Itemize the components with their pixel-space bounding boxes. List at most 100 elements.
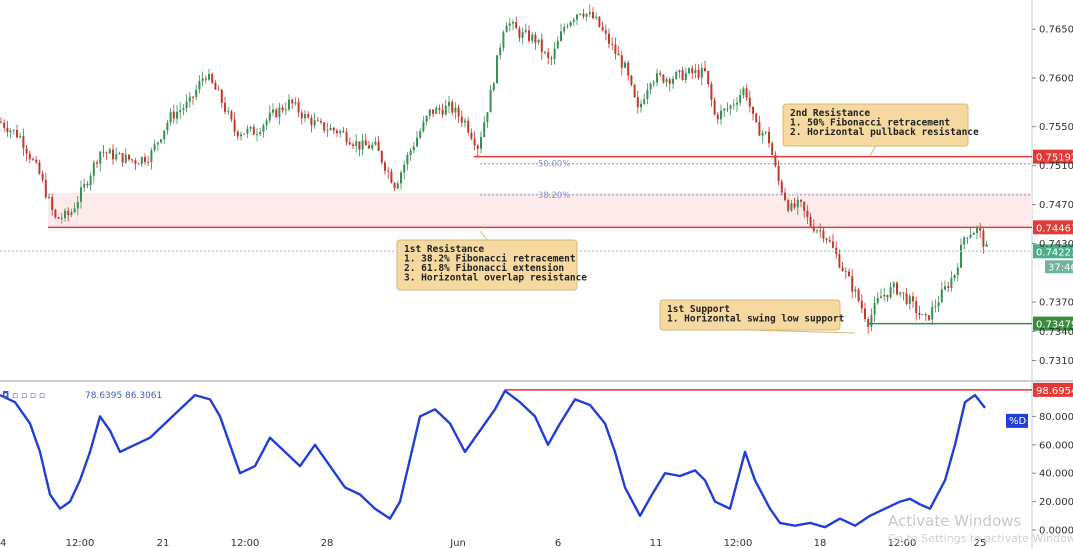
shaded-zone-layer [48, 192, 1032, 228]
candle-body [198, 81, 201, 90]
candle-body [681, 70, 684, 80]
candle-body [265, 120, 268, 126]
candle-body [710, 84, 713, 101]
callout-line: 1. 38.2% Fibonacci retracement [404, 254, 576, 265]
candle-body [0, 121, 2, 123]
candle-body [848, 271, 850, 277]
callout-line: 1st Support [667, 304, 730, 315]
candle-body [985, 244, 988, 247]
candle-body [659, 73, 662, 75]
candle-body [249, 126, 252, 129]
candle-body [601, 26, 604, 31]
candle-body [25, 148, 28, 154]
candle-body [281, 107, 284, 111]
candle-body [726, 108, 729, 110]
candle-body [48, 197, 50, 199]
candle-body [873, 303, 876, 315]
candle-body [336, 130, 338, 134]
candle-body [166, 122, 169, 131]
candle-body [473, 138, 476, 146]
candle-body [67, 210, 70, 215]
candle-body [396, 183, 399, 189]
candle-body [342, 130, 345, 133]
candle-body [35, 159, 38, 163]
candle-body [368, 145, 370, 149]
candle-body [496, 55, 498, 84]
candle-body [374, 141, 377, 145]
callout-pointer [479, 230, 488, 241]
candle-body [707, 71, 710, 85]
candle-body [121, 153, 124, 163]
candle-body [700, 68, 703, 78]
fibonacci-layer: 50.00% 38.20% [480, 160, 1032, 201]
candle-body [19, 136, 22, 138]
callout-line: 3. Horizontal overlap resistance [404, 273, 587, 284]
candle-body [352, 144, 354, 146]
candle-body [128, 154, 130, 160]
candle-body [819, 230, 822, 232]
candle-body [86, 183, 89, 186]
candle-body [585, 13, 588, 17]
candle-body [668, 79, 671, 84]
candle-body [617, 53, 620, 56]
current-price-box [1033, 244, 1073, 259]
candle-body [531, 34, 534, 41]
candle-body [576, 14, 578, 20]
candle-body [604, 30, 607, 34]
candle-body [793, 203, 796, 208]
candle-body [54, 209, 57, 218]
fib-level-label: 50.00% [538, 160, 570, 170]
candle-body [825, 238, 828, 240]
candle-body [937, 302, 940, 307]
candle-body [278, 107, 281, 118]
candle-body [572, 19, 575, 22]
candle-body [489, 90, 492, 113]
candle-body [592, 12, 594, 19]
oscillator-icons[interactable]: ◘ ▫ ▫ ▫ ▫ [2, 391, 45, 401]
time-axis-label: 11 [650, 538, 663, 548]
candle-body [70, 212, 73, 215]
candle-body [755, 113, 758, 123]
candle-body [483, 122, 486, 138]
candle-body [499, 47, 502, 56]
activate-windows-title: Activate Windows [888, 512, 1021, 530]
candle-body [566, 26, 569, 27]
candle-body [22, 136, 25, 149]
candle-body [742, 88, 745, 96]
candle-body [966, 237, 969, 239]
candle-body [556, 40, 559, 49]
candle-body [268, 112, 271, 121]
current-price-label: 0.74221 [1036, 247, 1073, 258]
candle-body [950, 278, 953, 288]
candle-body [300, 112, 303, 119]
candle-body [588, 12, 591, 14]
candle-body [787, 200, 790, 211]
candle-body [256, 133, 258, 135]
candle-body [105, 152, 108, 154]
candle-body [208, 73, 210, 80]
candle-body [982, 230, 985, 247]
candle-body [512, 22, 514, 24]
time-axis-label: 12:00 [66, 538, 95, 548]
candle-body [304, 114, 306, 119]
candle-body [860, 300, 863, 309]
time-axis-label: 6 [555, 538, 561, 548]
candle-body [179, 109, 182, 112]
candle-body [323, 122, 326, 131]
candle-body [83, 183, 86, 188]
candle-body [185, 101, 188, 109]
candle-body [16, 130, 18, 138]
callout-line: 1. 50% Fibonacci retracement [790, 118, 950, 129]
level-price-label: 0.75192 [1036, 153, 1073, 164]
candle-body [320, 120, 322, 123]
candle-body [211, 73, 214, 83]
candle-body [137, 163, 140, 165]
candle-body [156, 142, 159, 145]
